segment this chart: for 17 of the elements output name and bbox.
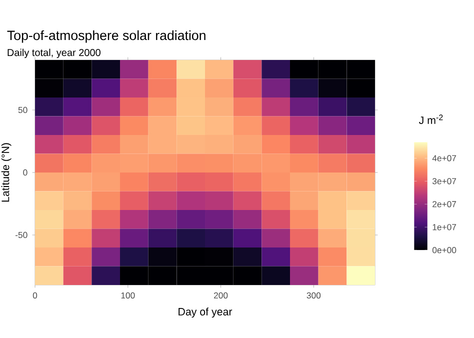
x-axis-title: Day of year [178, 308, 232, 318]
y-axis-title: Latitude (°N) [1, 143, 12, 202]
x-tick-label: 0 [32, 292, 38, 298]
color-bar-label: 1e+07 [432, 224, 456, 230]
y-tick-label: 50 [18, 106, 28, 114]
x-tick-label: 100 [121, 292, 135, 298]
x-tick-label: 300 [306, 292, 321, 298]
color-bar-label: 3e+07 [432, 178, 456, 184]
y-tick-label: -50 [15, 232, 28, 238]
color-bar-label: 0e+00 [432, 247, 456, 254]
color-bar-label: 2e+07 [432, 201, 456, 208]
x-tick-label: 200 [214, 292, 228, 298]
color-bar-label: 4e+07 [432, 155, 456, 162]
y-tick-label: 0 [23, 169, 28, 176]
chart-subtitle: Daily total, year 2000 [8, 48, 100, 58]
color-bar-title: J m$^{-2}$ [418, 114, 443, 124]
chart-title: Top-of-atmosphere solar radiation [7, 30, 206, 43]
